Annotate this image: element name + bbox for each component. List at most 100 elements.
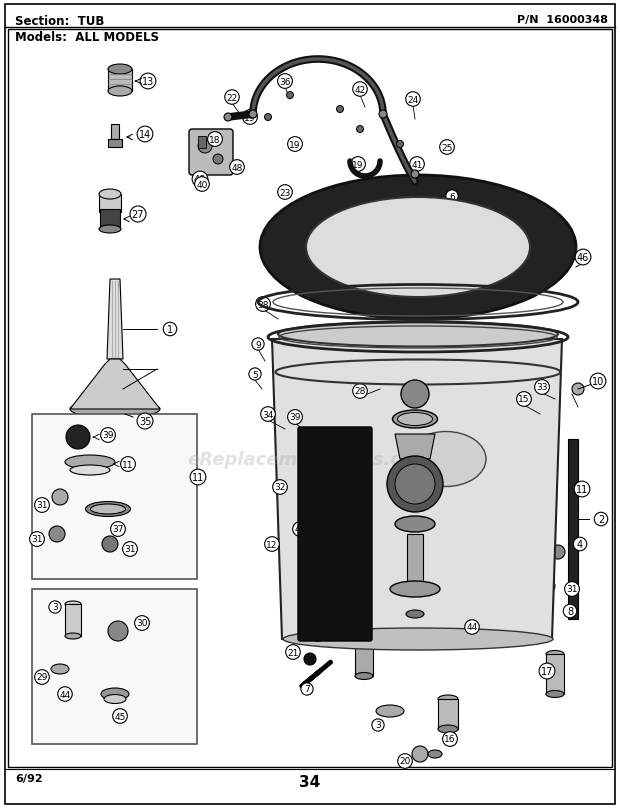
Ellipse shape bbox=[546, 650, 564, 658]
Circle shape bbox=[108, 621, 128, 642]
Ellipse shape bbox=[99, 225, 121, 234]
Ellipse shape bbox=[108, 87, 132, 97]
Text: 4: 4 bbox=[577, 539, 583, 549]
Text: Section:  TUB: Section: TUB bbox=[15, 15, 104, 28]
Text: 39: 39 bbox=[290, 413, 301, 422]
Text: 6: 6 bbox=[449, 192, 455, 201]
Bar bbox=[99, 195, 121, 212]
Text: 45: 45 bbox=[114, 711, 126, 721]
Text: 5: 5 bbox=[252, 370, 258, 379]
Text: 38: 38 bbox=[257, 300, 268, 309]
Text: 36: 36 bbox=[279, 77, 291, 87]
Circle shape bbox=[541, 579, 555, 594]
Polygon shape bbox=[70, 359, 160, 410]
Text: 49: 49 bbox=[332, 435, 343, 444]
Text: 22: 22 bbox=[226, 93, 237, 102]
Text: 19: 19 bbox=[244, 114, 255, 122]
Bar bbox=[438, 699, 458, 729]
Ellipse shape bbox=[406, 432, 486, 487]
Text: 26: 26 bbox=[303, 460, 314, 469]
Ellipse shape bbox=[260, 176, 576, 320]
Ellipse shape bbox=[428, 750, 442, 758]
Text: 18: 18 bbox=[209, 135, 221, 144]
Ellipse shape bbox=[406, 610, 424, 618]
Circle shape bbox=[411, 171, 419, 178]
Ellipse shape bbox=[65, 456, 115, 470]
Bar bbox=[546, 654, 564, 694]
Text: 29: 29 bbox=[37, 672, 48, 682]
Circle shape bbox=[412, 746, 428, 762]
FancyBboxPatch shape bbox=[189, 130, 233, 176]
Circle shape bbox=[102, 536, 118, 552]
Text: 39: 39 bbox=[102, 431, 113, 440]
Circle shape bbox=[213, 155, 223, 165]
Circle shape bbox=[356, 127, 363, 133]
Text: 31: 31 bbox=[316, 483, 328, 492]
Ellipse shape bbox=[86, 502, 130, 517]
Text: 10: 10 bbox=[592, 376, 604, 387]
Text: 7: 7 bbox=[304, 684, 310, 693]
Text: 6/92: 6/92 bbox=[15, 773, 43, 783]
Text: eReplacementParts.com: eReplacementParts.com bbox=[187, 450, 433, 469]
Text: 43: 43 bbox=[312, 629, 324, 639]
Bar bbox=[407, 534, 423, 590]
Circle shape bbox=[551, 545, 565, 560]
Ellipse shape bbox=[283, 629, 553, 650]
Ellipse shape bbox=[355, 633, 373, 640]
Ellipse shape bbox=[51, 664, 69, 674]
Ellipse shape bbox=[441, 629, 469, 640]
Text: 27: 27 bbox=[131, 210, 144, 220]
Text: 31: 31 bbox=[124, 545, 136, 554]
FancyBboxPatch shape bbox=[298, 427, 372, 642]
Ellipse shape bbox=[390, 581, 440, 597]
Text: 12: 12 bbox=[267, 540, 278, 549]
Circle shape bbox=[249, 111, 257, 119]
Ellipse shape bbox=[438, 695, 458, 703]
Text: 9: 9 bbox=[255, 340, 261, 349]
Text: 40: 40 bbox=[194, 175, 206, 185]
Text: 11: 11 bbox=[192, 473, 204, 483]
Text: 2: 2 bbox=[598, 514, 604, 525]
Ellipse shape bbox=[376, 705, 404, 717]
Bar bbox=[355, 636, 373, 676]
Circle shape bbox=[537, 599, 553, 616]
Text: 32: 32 bbox=[274, 483, 286, 492]
Ellipse shape bbox=[355, 672, 373, 680]
Circle shape bbox=[397, 141, 404, 148]
Text: 24: 24 bbox=[407, 96, 419, 105]
Ellipse shape bbox=[70, 401, 160, 418]
Ellipse shape bbox=[546, 691, 564, 697]
Text: 17: 17 bbox=[541, 666, 553, 676]
Text: 35: 35 bbox=[139, 417, 151, 427]
Polygon shape bbox=[107, 280, 123, 359]
Bar bbox=[568, 440, 578, 620]
Text: 34: 34 bbox=[262, 410, 273, 419]
Text: 40: 40 bbox=[197, 180, 208, 189]
Text: 44: 44 bbox=[60, 689, 71, 698]
Text: 48: 48 bbox=[231, 163, 242, 172]
Text: Models:  ALL MODELS: Models: ALL MODELS bbox=[15, 31, 159, 44]
Ellipse shape bbox=[65, 601, 81, 607]
Circle shape bbox=[304, 653, 316, 665]
Polygon shape bbox=[272, 340, 562, 639]
Bar bbox=[108, 70, 132, 92]
Circle shape bbox=[66, 426, 90, 449]
Circle shape bbox=[387, 457, 443, 513]
Text: 13: 13 bbox=[142, 77, 154, 87]
Bar bbox=[111, 125, 119, 139]
Circle shape bbox=[286, 92, 293, 100]
Ellipse shape bbox=[104, 695, 126, 704]
Text: 11: 11 bbox=[122, 460, 134, 469]
Bar bbox=[32, 414, 197, 579]
Text: 25: 25 bbox=[441, 144, 453, 152]
Circle shape bbox=[265, 114, 272, 122]
Text: 20: 20 bbox=[399, 757, 410, 766]
Text: 44: 44 bbox=[466, 623, 477, 632]
Text: 16: 16 bbox=[445, 735, 456, 744]
Ellipse shape bbox=[65, 633, 81, 639]
Ellipse shape bbox=[438, 725, 458, 733]
Text: 47: 47 bbox=[294, 525, 306, 534]
Bar bbox=[108, 139, 122, 148]
Bar bbox=[65, 604, 81, 636]
Circle shape bbox=[198, 139, 212, 154]
